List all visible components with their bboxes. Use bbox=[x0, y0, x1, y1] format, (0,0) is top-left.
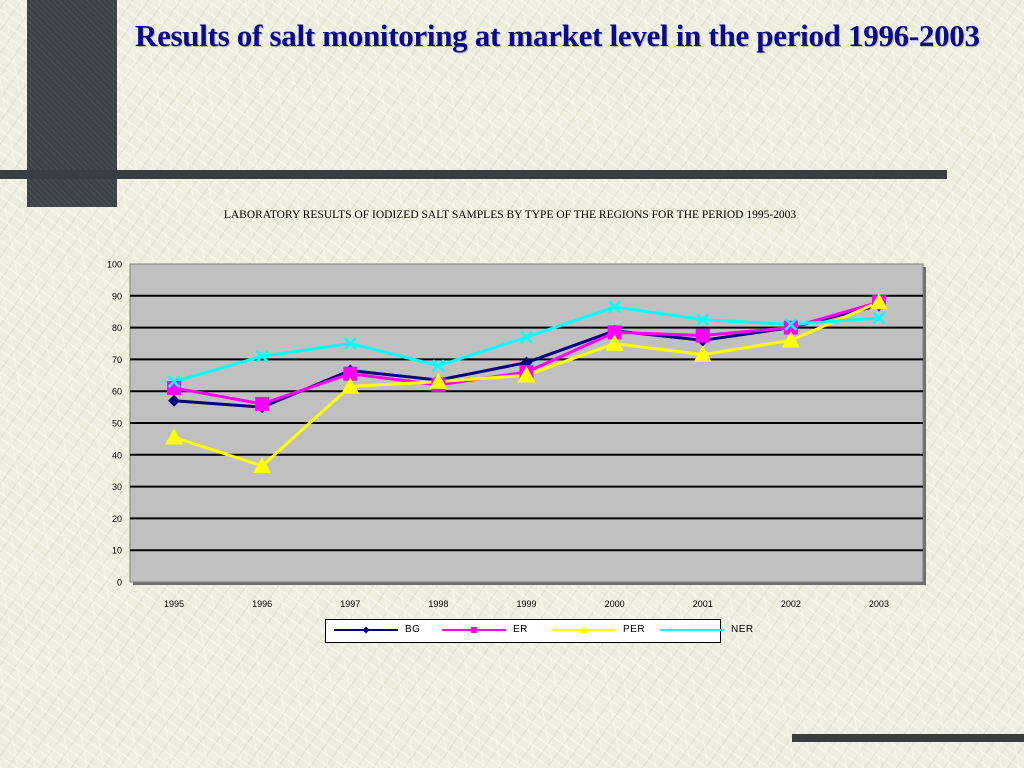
legend-label: NER bbox=[731, 624, 754, 635]
data-point-er bbox=[607, 325, 622, 340]
x-tick-label: 1997 bbox=[340, 599, 360, 609]
chart-legend: BG ER PER NER bbox=[325, 619, 753, 643]
legend-swatch-bg bbox=[334, 626, 398, 634]
data-point-er bbox=[695, 328, 710, 343]
data-point-ner bbox=[432, 359, 445, 373]
data-point-per bbox=[341, 377, 360, 394]
data-point-ner bbox=[255, 349, 269, 363]
x-tick-label: 1998 bbox=[428, 599, 448, 609]
y-tick-label: 90 bbox=[112, 291, 122, 301]
y-tick-label: 50 bbox=[112, 419, 122, 429]
data-point-ner bbox=[696, 313, 710, 327]
data-point-ner bbox=[343, 337, 357, 350]
x-tick-label: 2002 bbox=[781, 599, 801, 609]
data-point-per bbox=[605, 334, 624, 351]
data-point-per bbox=[253, 456, 272, 474]
y-tick-label: 30 bbox=[112, 482, 122, 492]
legend-swatch-ner bbox=[660, 629, 724, 631]
data-point-ner bbox=[608, 300, 621, 314]
chart-title: LABORATORY RESULTS OF IODIZED SALT SAMPL… bbox=[223, 209, 797, 221]
y-tick-label: 70 bbox=[112, 355, 122, 365]
x-tick-label: 2001 bbox=[693, 599, 713, 609]
data-point-ner bbox=[784, 318, 798, 331]
data-point-ner bbox=[167, 375, 181, 389]
data-point-per bbox=[781, 331, 800, 348]
legend-label: BG bbox=[405, 624, 421, 635]
x-tick-label: 2003 bbox=[869, 599, 889, 609]
data-point-ner bbox=[520, 330, 533, 344]
y-tick-label: 80 bbox=[112, 323, 122, 333]
legend-swatch-er bbox=[442, 627, 506, 633]
x-tick-label: 1999 bbox=[516, 599, 536, 609]
x-tick-label: 1995 bbox=[164, 599, 184, 609]
data-point-per bbox=[869, 293, 888, 310]
y-tick-label: 20 bbox=[112, 514, 122, 524]
decorative-bottom-bar bbox=[792, 734, 1024, 742]
y-tick-label: 100 bbox=[107, 260, 122, 270]
data-point-per bbox=[165, 428, 184, 445]
data-point-er bbox=[343, 366, 358, 381]
data-point-er bbox=[783, 320, 798, 335]
x-tick-label: 1996 bbox=[252, 599, 272, 609]
x-tick-label: 2000 bbox=[605, 599, 625, 609]
data-point-bg bbox=[168, 394, 181, 407]
slide-title: Results of salt monitoring at market lev… bbox=[135, 18, 980, 53]
legend-label: PER bbox=[623, 624, 646, 635]
data-point-ner bbox=[872, 311, 886, 325]
y-tick-label: 60 bbox=[112, 387, 122, 397]
legend-label: ER bbox=[513, 624, 528, 635]
data-point-per bbox=[693, 345, 712, 362]
legend-swatch-per bbox=[552, 626, 616, 633]
decorative-top-bar bbox=[0, 170, 947, 179]
y-tick-label: 10 bbox=[112, 546, 122, 556]
y-tick-label: 40 bbox=[112, 450, 122, 460]
y-tick-label: 0 bbox=[117, 578, 122, 588]
data-point-per bbox=[429, 372, 448, 389]
data-point-er bbox=[255, 396, 270, 411]
data-point-per bbox=[517, 366, 536, 383]
